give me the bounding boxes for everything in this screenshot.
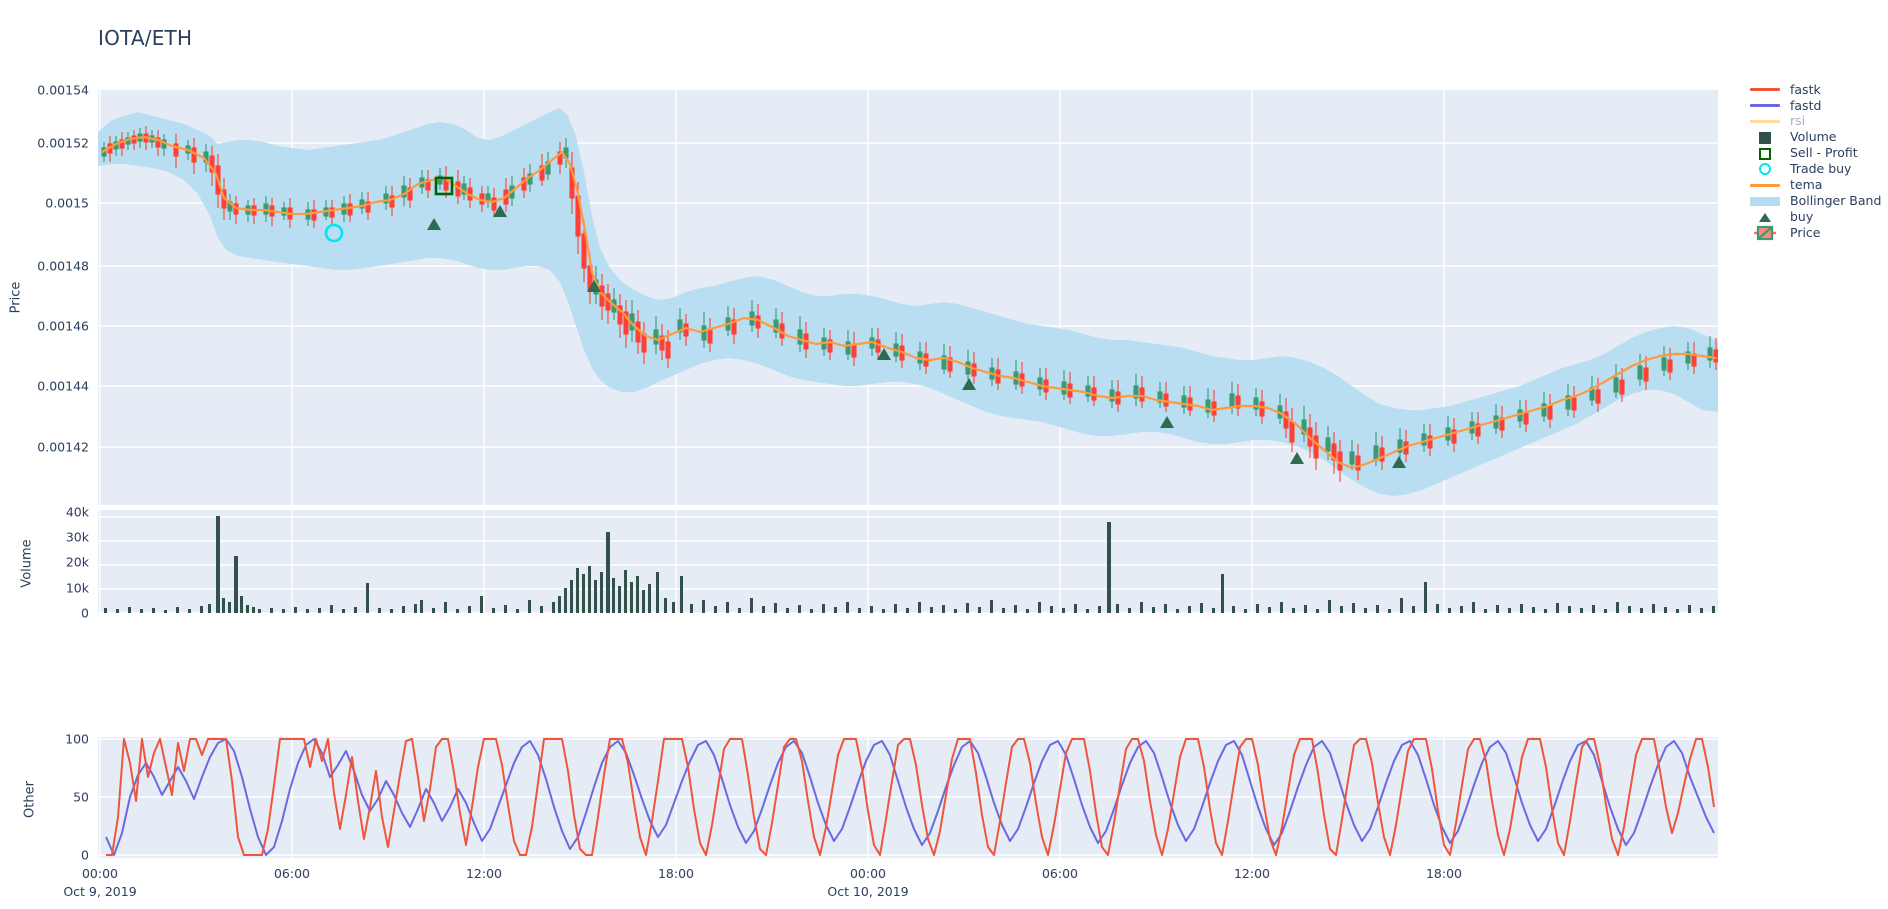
trade-buy-markers <box>324 223 344 243</box>
ytick-volume-4: 40k <box>65 504 89 520</box>
ytick-price-6: 0.00142 <box>37 439 89 455</box>
ytick-other-1: 50 <box>73 789 89 805</box>
xtick-1: 06:00 <box>274 866 310 881</box>
xtick-time-0: 00:00 <box>81 866 119 881</box>
xtick-5: 06:00 <box>1042 866 1078 881</box>
fastd-line <box>105 738 1715 856</box>
xtick-7: 18:00 <box>1426 866 1462 881</box>
ytick-volume-3: 30k <box>65 529 89 545</box>
legend-item-rsi[interactable]: rsi <box>1748 114 1888 130</box>
legend-item-price[interactable]: Price <box>1748 225 1888 241</box>
xtick-time-3: 18:00 <box>657 866 695 881</box>
y-axis-labels: 0.00154 0.00152 0.0015 0.00148 0.00146 0… <box>0 0 98 909</box>
xtick-date-0: Oct 9, 2019 <box>63 884 137 899</box>
ytick-volume-2: 20k <box>65 554 89 570</box>
price-subplot[interactable] <box>98 90 1718 505</box>
chart-legend[interactable]: fastk fastd rsi Volume Sell - Profit <box>1748 82 1888 241</box>
ytick-price-0: 0.00154 <box>37 82 89 98</box>
legend-label-trade-buy: Trade buy <box>1790 161 1852 177</box>
ytick-other-0: 0 <box>81 847 89 863</box>
fastk-line-icon <box>1748 82 1782 98</box>
tema-line <box>100 135 1718 470</box>
ytick-volume-1: 10k <box>65 580 89 596</box>
buy-triangle-icon <box>1748 209 1782 225</box>
legend-item-fastd[interactable]: fastd <box>1748 98 1888 114</box>
sell-profit-markers <box>434 176 454 196</box>
volume-subplot[interactable] <box>98 510 1718 613</box>
legend-label-buy: buy <box>1790 208 1814 224</box>
legend-item-fastk[interactable]: fastk <box>1748 82 1888 98</box>
xtick-3: 18:00 <box>658 866 694 881</box>
other-subplot[interactable] <box>98 737 1718 858</box>
xtick-2: 12:00 <box>466 866 502 881</box>
sell-profit-square-icon <box>1748 146 1782 162</box>
legend-label-rsi: rsi <box>1790 113 1806 129</box>
xtick-6: 12:00 <box>1234 866 1270 881</box>
xtick-time-4: 00:00 <box>849 866 887 881</box>
ytick-price-1: 0.00152 <box>37 135 89 151</box>
xtick-time-7: 18:00 <box>1425 866 1463 881</box>
volume-bars <box>104 516 1715 613</box>
ytick-price-5: 0.00144 <box>37 378 89 394</box>
price-plot-svg <box>98 90 1718 505</box>
legend-label-price: Price <box>1790 224 1821 240</box>
price-candlestick-icon <box>1748 225 1782 241</box>
ytick-price-4: 0.00146 <box>37 318 89 334</box>
rsi-line-icon <box>1748 114 1782 130</box>
legend-label-bollinger-band: Bollinger Band <box>1790 192 1882 208</box>
other-plot-svg <box>98 737 1718 858</box>
ytick-other-2: 100 <box>65 731 89 747</box>
legend-item-sell-profit[interactable]: Sell - Profit <box>1748 146 1888 162</box>
tema-line-icon <box>1748 177 1782 193</box>
legend-item-trade-buy[interactable]: Trade buy <box>1748 161 1888 177</box>
xtick-time-2: 12:00 <box>465 866 503 881</box>
page-title: IOTA/ETH <box>98 26 193 50</box>
bollinger-band-icon <box>1748 193 1782 209</box>
legend-label-fastk: fastk <box>1790 81 1821 97</box>
legend-label-tema: tema <box>1790 177 1823 193</box>
ytick-volume-0: 0 <box>81 605 89 621</box>
xtick-4: 00:00 Oct 10, 2019 <box>827 866 908 899</box>
fastk-line <box>106 738 1715 856</box>
y-axis-title-price: Price <box>8 281 24 314</box>
volume-gridlines <box>98 516 1718 613</box>
ytick-price-3: 0.00148 <box>37 258 89 274</box>
ytick-price-2: 0.0015 <box>45 195 89 211</box>
legend-label-sell-profit: Sell - Profit <box>1790 145 1858 161</box>
legend-item-bollinger-band[interactable]: Bollinger Band <box>1748 193 1888 209</box>
volume-square-icon <box>1748 130 1782 146</box>
legend-label-fastd: fastd <box>1790 97 1822 113</box>
xtick-time-6: 12:00 <box>1233 866 1271 881</box>
legend-item-buy[interactable]: buy <box>1748 209 1888 225</box>
xtick-time-1: 06:00 <box>273 866 311 881</box>
xtick-time-5: 06:00 <box>1041 866 1079 881</box>
volume-vgridlines <box>99 510 1445 613</box>
bollinger-band <box>98 108 1718 496</box>
xtick-0: 00:00 Oct 9, 2019 <box>63 866 136 899</box>
xtick-date-4: Oct 10, 2019 <box>827 884 909 899</box>
buy-markers <box>427 205 1406 468</box>
y-axis-title-other: Other <box>22 781 38 818</box>
trade-buy-circle-icon <box>1748 161 1782 177</box>
legend-item-tema[interactable]: tema <box>1748 177 1888 193</box>
fastd-line-icon <box>1748 98 1782 114</box>
y-axis-title-volume: Volume <box>19 539 35 588</box>
other-gridlines <box>98 738 1718 856</box>
volume-plot-svg <box>98 510 1718 613</box>
legend-item-volume[interactable]: Volume <box>1748 130 1888 146</box>
legend-label-volume: Volume <box>1790 129 1837 145</box>
